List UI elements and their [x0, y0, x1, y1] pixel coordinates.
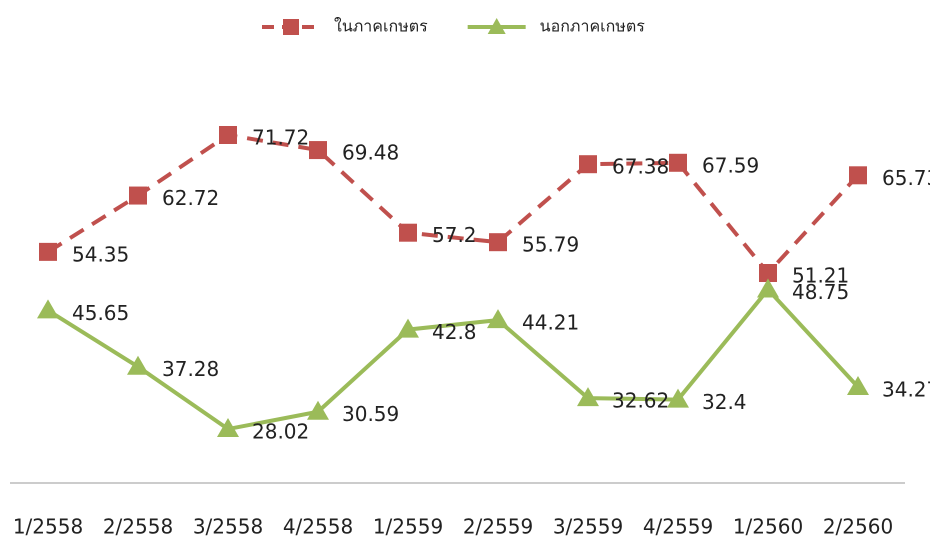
data-label: 45.65 [72, 301, 129, 325]
series-line [46, 286, 860, 432]
marker [579, 155, 597, 174]
data-label: 71.72 [252, 125, 309, 149]
legend-marker [487, 18, 506, 34]
x-tick-label: 2/2559 [463, 515, 533, 539]
data-label: 67.38 [612, 155, 669, 179]
data-label: 44.21 [522, 311, 579, 335]
marker [309, 141, 327, 160]
marker [489, 233, 507, 252]
marker [307, 400, 329, 420]
marker [759, 264, 777, 283]
legend-label: ในภาคเกษตร [334, 17, 428, 36]
data-label: 65.73 [882, 166, 930, 190]
x-tick-label: 3/2558 [193, 515, 263, 539]
legend-marker [283, 19, 299, 35]
marker [847, 375, 869, 395]
marker [397, 318, 419, 338]
x-tick-label: 2/2558 [103, 515, 173, 539]
marker [487, 309, 509, 329]
data-label: 62.72 [162, 186, 219, 210]
data-label: 54.35 [72, 242, 129, 266]
data-label: 32.62 [612, 389, 669, 413]
data-label: 48.75 [792, 280, 849, 304]
data-label: 57.2 [432, 223, 477, 247]
marker [757, 278, 779, 298]
data-label: 55.79 [522, 233, 579, 257]
data-label: 32.4 [702, 390, 747, 414]
marker [849, 166, 867, 185]
marker [669, 153, 687, 172]
series-line [46, 132, 860, 277]
data-label: 69.48 [342, 141, 399, 165]
marker [667, 388, 689, 408]
marker [39, 242, 57, 261]
x-tick-label: 3/2559 [553, 515, 623, 539]
data-label: 51.21 [792, 264, 849, 288]
data-label: 28.02 [252, 420, 309, 444]
marker [219, 125, 237, 144]
data-label: 34.27 [882, 377, 930, 401]
data-label: 67.59 [702, 153, 759, 177]
data-label: 37.28 [162, 357, 219, 381]
legend-label: นอกภาคเกษตร [540, 17, 646, 36]
data-label: 42.8 [432, 320, 477, 344]
x-tick-label: 4/2559 [643, 515, 713, 539]
marker [37, 299, 59, 319]
x-tick-label: 1/2560 [733, 515, 803, 539]
x-tick-label: 4/2558 [283, 515, 353, 539]
marker [127, 355, 149, 375]
marker [217, 418, 239, 438]
marker [399, 223, 417, 242]
x-tick-label: 2/2560 [823, 515, 893, 539]
x-tick-label: 1/2558 [13, 515, 83, 539]
marker [577, 387, 599, 407]
data-label: 30.59 [342, 402, 399, 426]
x-tick-label: 1/2559 [373, 515, 443, 539]
marker [129, 186, 147, 205]
